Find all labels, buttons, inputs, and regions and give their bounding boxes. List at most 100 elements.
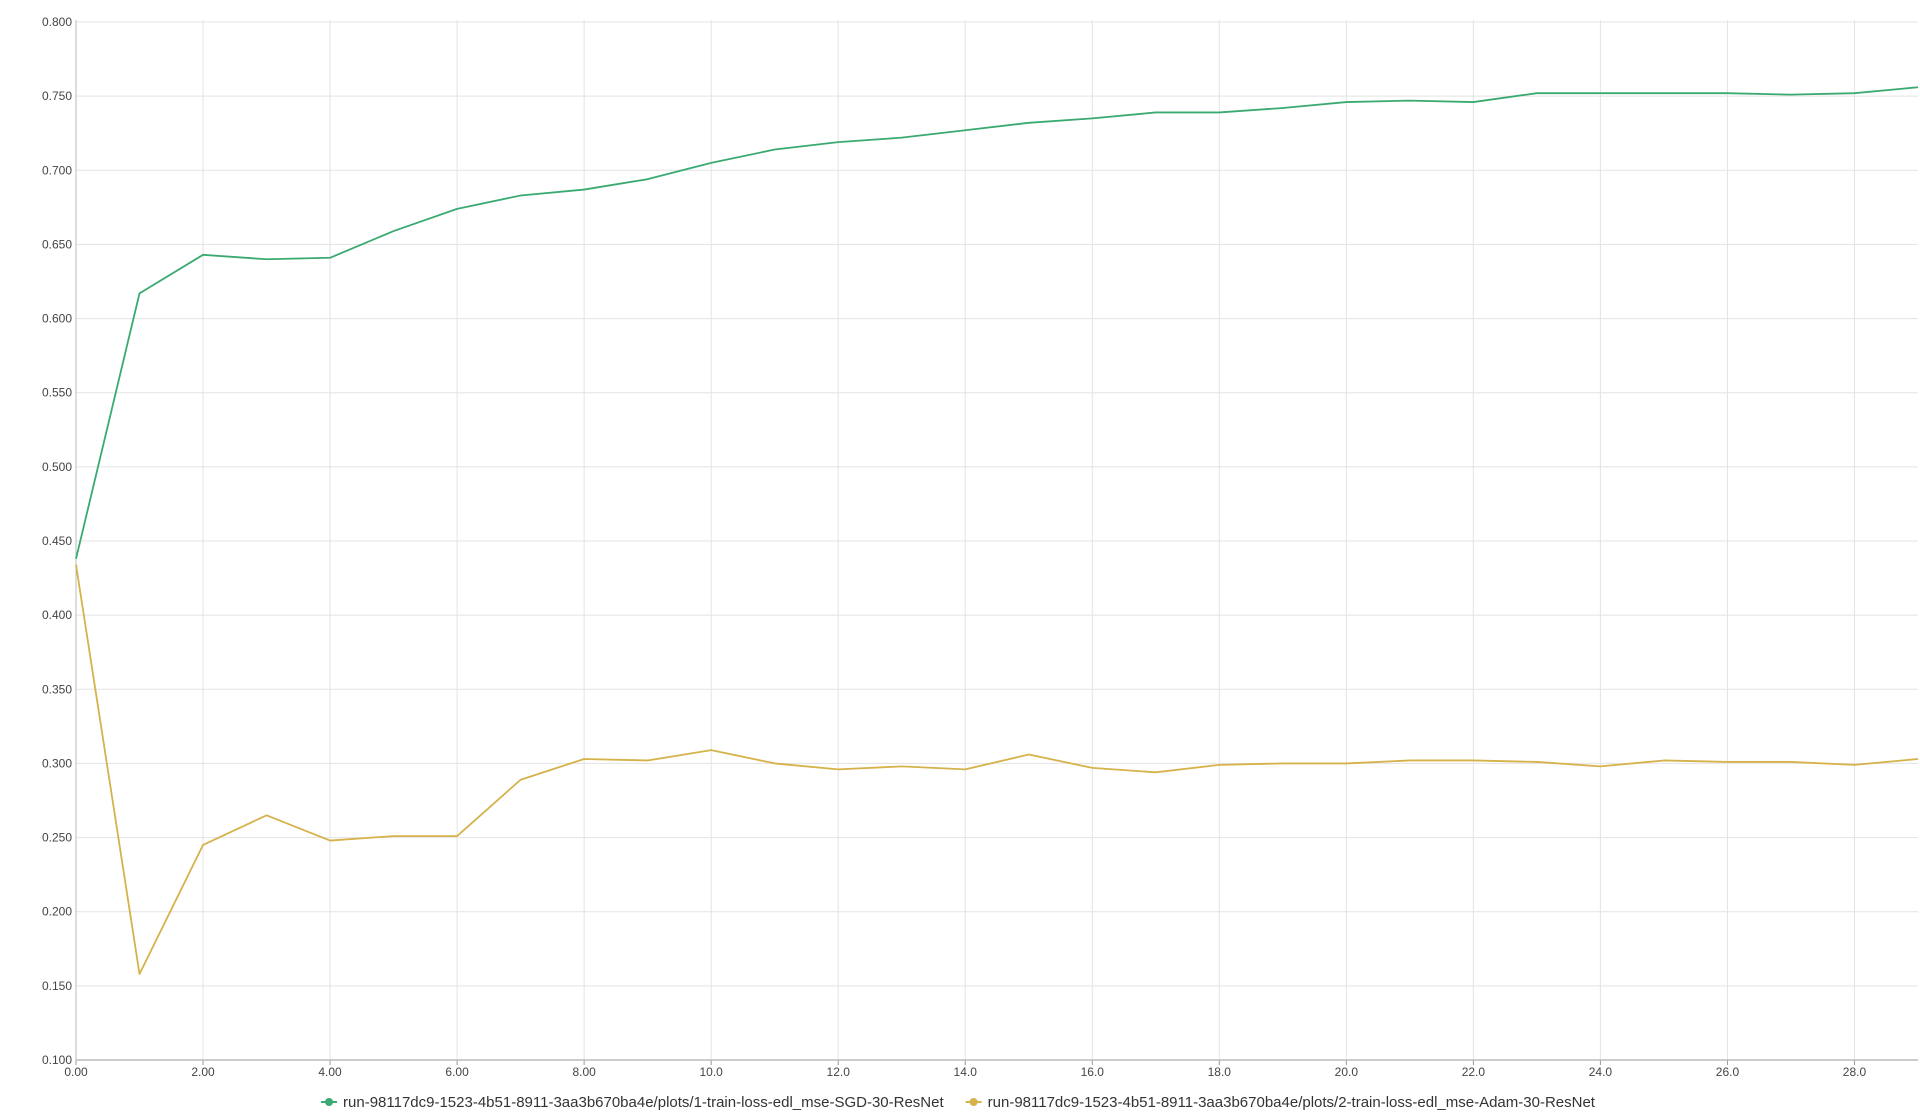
data-point[interactable] (708, 160, 714, 166)
data-point[interactable] (1661, 90, 1667, 96)
x-tick-label: 18.0 (1208, 1065, 1232, 1079)
data-point[interactable] (1026, 120, 1032, 126)
data-point[interactable] (1724, 90, 1730, 96)
data-point[interactable] (1851, 762, 1857, 768)
data-point[interactable] (645, 757, 651, 763)
data-point[interactable] (327, 838, 333, 844)
data-point[interactable] (1407, 757, 1413, 763)
y-tick-label: 0.150 (42, 979, 72, 993)
x-tick-label: 8.00 (572, 1065, 596, 1079)
series-line-1[interactable] (75, 564, 1919, 975)
y-tick-label: 0.600 (42, 312, 72, 326)
data-point[interactable] (264, 812, 270, 818)
data-point[interactable] (1597, 763, 1603, 769)
data-point[interactable] (1026, 752, 1032, 758)
data-point[interactable] (1534, 90, 1540, 96)
x-tick-label: 12.0 (827, 1065, 851, 1079)
data-point[interactable] (1216, 762, 1222, 768)
x-tick-label: 2.00 (191, 1065, 215, 1079)
data-point[interactable] (1724, 759, 1730, 765)
legend-item-adam[interactable]: run-98117dc9-1523-4b51-8911-3aa3b670ba4e… (965, 1094, 1596, 1111)
y-tick-label: 0.500 (42, 460, 72, 474)
data-point[interactable] (1343, 99, 1349, 105)
legend-marker-sgd (325, 1098, 334, 1106)
y-tick-label: 0.400 (42, 608, 72, 622)
data-point[interactable] (1280, 105, 1286, 111)
x-tick-label: 14.0 (954, 1065, 978, 1079)
data-point[interactable] (1470, 757, 1476, 763)
series-line-0[interactable] (75, 86, 1919, 559)
legend-item-sgd[interactable]: run-98117dc9-1523-4b51-8911-3aa3b670ba4e… (321, 1094, 944, 1111)
y-tick-label: 0.450 (42, 534, 72, 548)
data-point[interactable] (835, 139, 841, 145)
data-point[interactable] (1661, 757, 1667, 763)
data-point[interactable] (1915, 756, 1920, 762)
data-point[interactable] (137, 971, 143, 977)
data-point[interactable] (1280, 760, 1286, 766)
data-point[interactable] (581, 756, 587, 762)
data-point[interactable] (200, 842, 206, 848)
y-tick-label: 0.650 (42, 237, 72, 251)
data-point[interactable] (708, 747, 714, 753)
data-point[interactable] (962, 766, 968, 772)
series-layer (73, 84, 1920, 977)
data-point[interactable] (518, 192, 524, 198)
x-tick-label: 16.0 (1081, 1065, 1105, 1079)
data-point[interactable] (1407, 98, 1413, 104)
data-point[interactable] (391, 228, 397, 234)
data-point[interactable] (1470, 99, 1476, 105)
data-point[interactable] (1153, 769, 1159, 775)
y-tick-label: 0.800 (42, 15, 72, 29)
grid (75, 20, 1918, 1061)
x-tick-label: 20.0 (1335, 1065, 1359, 1079)
data-point[interactable] (137, 290, 143, 296)
x-tick-label: 24.0 (1589, 1065, 1613, 1079)
legend-label-adam: run-98117dc9-1523-4b51-8911-3aa3b670ba4e… (988, 1094, 1596, 1111)
axes: 0.100 0.150 0.200 0.250 0.300 0.350 0.400 0.450… (42, 15, 1918, 1079)
data-point[interactable] (1915, 84, 1920, 90)
y-tick-label: 0.200 (42, 905, 72, 919)
data-point[interactable] (264, 256, 270, 262)
data-point[interactable] (772, 760, 778, 766)
data-point[interactable] (835, 766, 841, 772)
x-tick-label: 4.00 (318, 1065, 342, 1079)
data-point[interactable] (1216, 109, 1222, 115)
data-point[interactable] (899, 135, 905, 141)
y-tick-label: 0.750 (42, 89, 72, 103)
x-tick-label: 28.0 (1843, 1065, 1867, 1079)
legend-label-sgd: run-98117dc9-1523-4b51-8911-3aa3b670ba4e… (343, 1094, 944, 1111)
data-point[interactable] (1089, 115, 1095, 121)
data-point[interactable] (73, 556, 79, 562)
data-point[interactable] (454, 833, 460, 839)
data-point[interactable] (962, 127, 968, 133)
legend-marker-adam (969, 1098, 978, 1106)
data-point[interactable] (1089, 765, 1095, 771)
data-point[interactable] (1343, 760, 1349, 766)
data-point[interactable] (1597, 90, 1603, 96)
data-point[interactable] (454, 206, 460, 212)
data-point[interactable] (1851, 90, 1857, 96)
x-tick-label: 26.0 (1716, 1065, 1740, 1079)
data-point[interactable] (581, 187, 587, 193)
y-tick-label: 0.250 (42, 831, 72, 845)
data-point[interactable] (772, 147, 778, 153)
data-point[interactable] (1788, 92, 1794, 98)
data-point[interactable] (391, 833, 397, 839)
data-point[interactable] (327, 255, 333, 261)
data-point[interactable] (645, 176, 651, 182)
x-tick-label: 10.0 (699, 1065, 723, 1079)
y-tick-label: 0.300 (42, 756, 72, 770)
data-point[interactable] (73, 562, 79, 568)
x-tick-label: 22.0 (1462, 1065, 1486, 1079)
data-point[interactable] (1788, 759, 1794, 765)
x-tick-label: 0.00 (64, 1065, 88, 1079)
data-point[interactable] (1534, 759, 1540, 765)
x-tick-label: 6.00 (445, 1065, 469, 1079)
y-tick-label: 0.700 (42, 163, 72, 177)
y-tick-label: 0.550 (42, 386, 72, 400)
data-point[interactable] (518, 777, 524, 783)
data-point[interactable] (200, 252, 206, 258)
data-point[interactable] (899, 763, 905, 769)
data-point[interactable] (1153, 109, 1159, 115)
